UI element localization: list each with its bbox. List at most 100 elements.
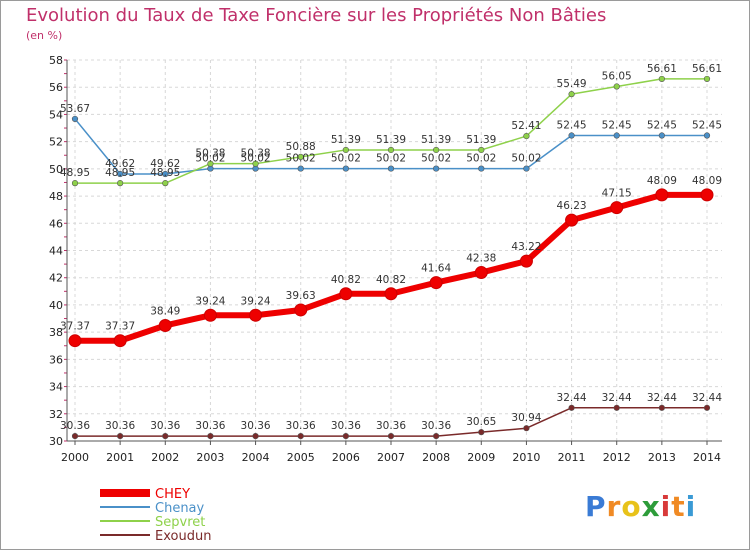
data-point-chey [68,334,82,348]
data-label-sepvret: 56.05 [602,71,632,83]
x-tick-label: 2000 [61,451,89,464]
data-point-exoudun [297,433,304,440]
data-point-sepvret [162,180,169,187]
data-point-exoudun [117,433,124,440]
data-point-sepvret [478,146,485,154]
data-point-chenay [387,165,395,172]
data-point-chenay [613,132,620,139]
legend-label-exoudun: Exoudun [155,529,211,544]
data-label-chenay: 50.02 [466,153,496,165]
data-label-chenay: 50.02 [421,153,451,165]
data-label-chey: 40.82 [376,274,406,286]
data-point-chenay [658,132,665,139]
y-tick-label: 52 [49,136,63,149]
data-point-chenay [568,132,575,139]
data-label-chey: 42.38 [466,253,496,265]
data-label-exoudun: 30.65 [466,416,496,428]
data-label-exoudun: 30.94 [511,412,541,424]
data-point-chey [203,308,217,322]
data-point-chenay [433,165,440,172]
data-point-chenay [342,165,349,172]
data-label-exoudun: 30.36 [60,420,90,432]
data-point-sepvret [613,83,620,90]
data-label-chey: 48.09 [647,175,677,187]
logo-letter: t [671,490,686,523]
y-tick-label: 54 [49,108,63,121]
data-point-chey [249,308,263,322]
data-point-chey [655,188,669,202]
data-label-chey: 39.24 [241,295,271,307]
data-point-chenay [703,132,711,139]
data-point-sepvret [568,91,575,98]
logo-letter: P [585,490,607,523]
x-tick-label: 2013 [648,451,676,464]
data-point-chey [565,213,579,227]
data-label-chenay: 50.02 [511,153,541,165]
y-tick-label: 48 [49,190,63,203]
logo-letter: r [606,490,622,523]
y-tick-label: 44 [49,245,63,258]
data-label-sepvret: 56.61 [647,63,677,75]
data-label-chey: 38.49 [150,305,180,317]
data-label-sepvret: 48.95 [150,167,180,179]
data-point-chey [429,276,443,290]
data-point-sepvret [252,160,259,167]
x-tick-label: 2006 [332,451,360,464]
chart-subtitle: (en %) [26,29,63,42]
data-point-chenay [162,170,169,178]
data-label-chenay: 50.02 [286,153,316,165]
data-point-sepvret [117,180,124,187]
data-label-exoudun: 30.36 [331,420,361,432]
y-tick-label: 36 [49,353,63,366]
data-point-chenay [297,165,304,172]
data-point-chey [474,266,488,280]
data-label-chenay: 52.45 [602,120,632,132]
data-point-sepvret [658,75,665,83]
y-tick-label: 46 [49,217,63,230]
data-label-sepvret: 50.38 [195,148,225,160]
data-label-sepvret: 50.88 [286,141,316,153]
data-point-exoudun [342,433,349,440]
data-point-exoudun [207,433,214,440]
data-label-exoudun: 32.44 [647,392,677,404]
data-point-sepvret [342,146,349,154]
x-tick-label: 2001 [106,451,134,464]
x-tick-label: 2007 [377,451,405,464]
data-label-chenay: 53.67 [60,103,90,115]
data-point-sepvret [523,132,530,140]
data-point-chey [158,318,172,332]
data-label-chey: 41.64 [421,263,451,275]
x-tick-label: 2010 [512,451,540,464]
data-point-chey [294,303,308,317]
data-point-exoudun [387,433,395,440]
data-point-chey [384,287,398,301]
data-point-exoudun [478,429,485,436]
legend-label-sepvret: Sepvret [155,515,205,530]
x-tick-label: 2009 [467,451,495,464]
data-point-exoudun [658,404,665,411]
data-label-chenay: 50.02 [376,153,406,165]
y-tick-label: 50 [49,163,63,176]
y-tick-label: 42 [49,272,63,285]
data-point-chenay [478,165,485,172]
logo-letter: o [621,490,642,523]
data-label-chenay: 49.62 [150,158,180,170]
x-tick-label: 2011 [558,451,586,464]
x-tick-label: 2003 [196,451,224,464]
data-label-chey: 47.15 [602,188,632,200]
data-label-exoudun: 30.36 [286,420,316,432]
data-label-chey: 39.63 [286,290,316,302]
data-label-exoudun: 30.36 [195,420,225,432]
data-point-sepvret [71,180,79,187]
data-label-chey: 43.22 [511,241,541,253]
data-point-chenay [71,115,79,123]
data-label-chenay: 50.02 [241,153,271,165]
x-tick-label: 2004 [242,451,270,464]
legend-label-chenay: Chenay [155,501,205,516]
data-label-chey: 40.82 [331,274,361,286]
data-label-chey: 46.23 [557,200,587,212]
x-tick-label: 2002 [151,451,179,464]
data-label-chey: 39.24 [195,295,225,307]
data-label-exoudun: 30.36 [105,420,135,432]
